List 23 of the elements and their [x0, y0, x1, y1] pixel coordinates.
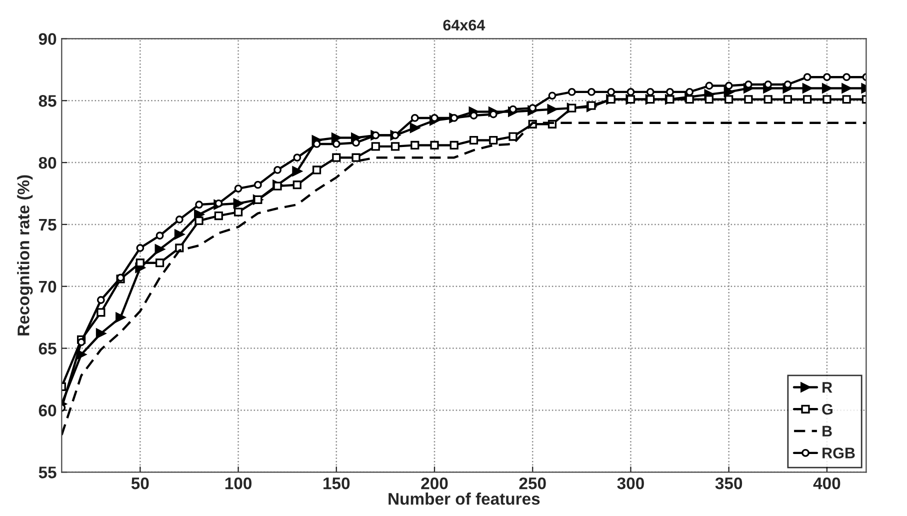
y-axis-title: Recognition rate (%)	[17, 175, 33, 336]
legend-label: R	[822, 382, 832, 393]
x-tick-label: 100	[225, 477, 252, 490]
legend-label: B	[822, 426, 832, 436]
x-tick-label: 300	[617, 477, 644, 490]
y-tick-label: 70	[38, 280, 56, 293]
x-tick-label: 350	[715, 477, 742, 490]
x-tick-label: 400	[813, 477, 840, 490]
y-tick-label: 75	[38, 219, 56, 231]
y-tick-label: 55	[38, 466, 56, 478]
y-tick-label: 90	[38, 33, 56, 45]
x-tick-label: 50	[131, 477, 149, 490]
x-tick-label: 250	[519, 477, 546, 490]
legend-label: G	[822, 404, 832, 415]
x-tick-label: 200	[421, 477, 448, 490]
y-tick-label: 65	[38, 342, 56, 355]
x-axis-title: Number of features	[388, 492, 540, 505]
x-tick-label: 150	[324, 477, 350, 490]
y-tick-label: 80	[38, 156, 56, 169]
y-tick-label: 85	[38, 95, 56, 107]
y-tick-label: 60	[38, 404, 56, 416]
chart-title: 64x64	[443, 20, 486, 31]
legend-label: RGB	[822, 448, 855, 458]
